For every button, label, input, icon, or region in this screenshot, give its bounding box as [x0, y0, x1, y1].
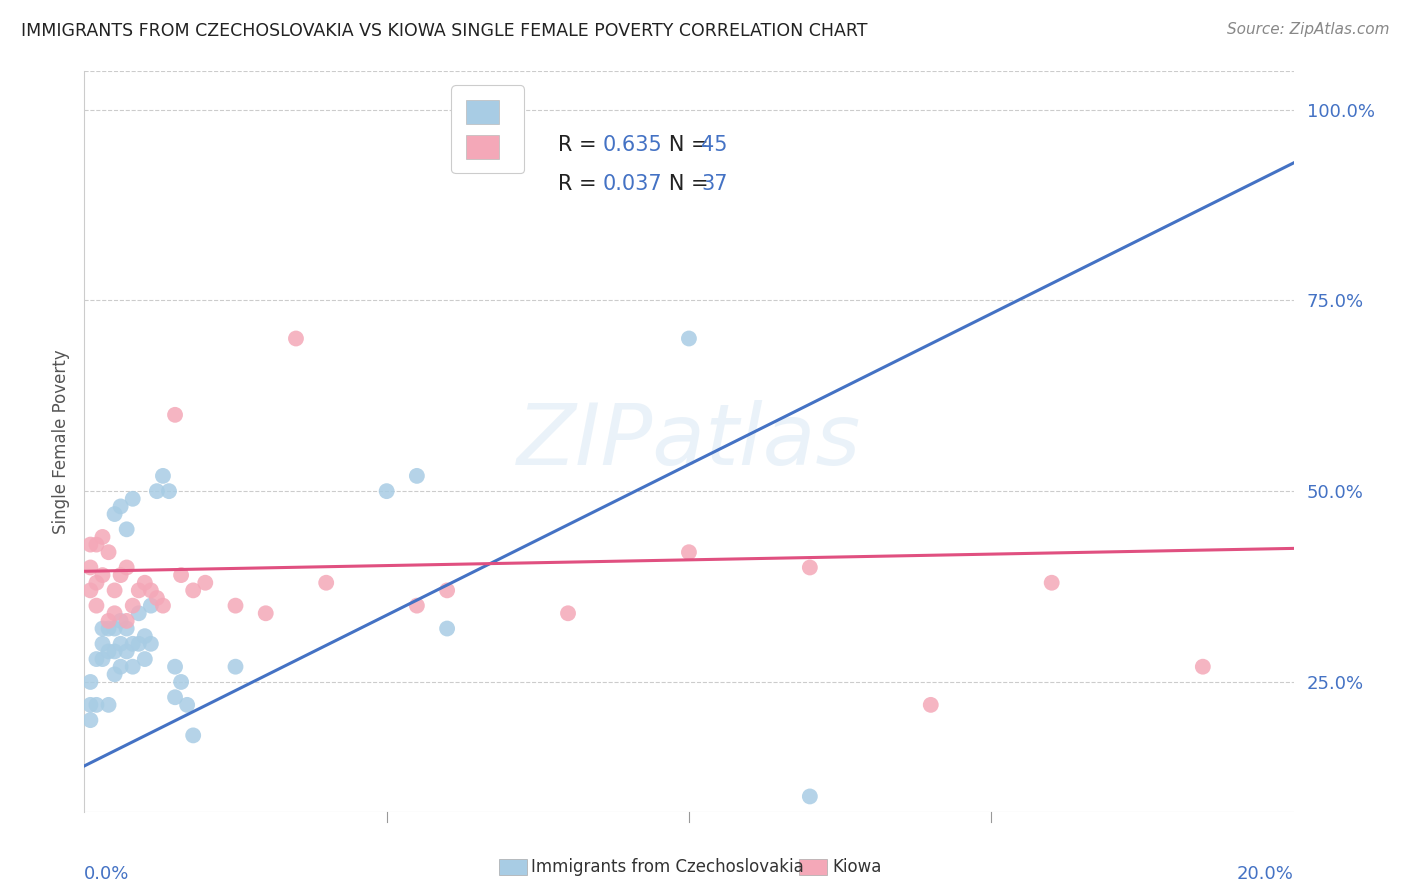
Point [121, 637, 143, 651]
Point [110, 614, 132, 628]
Point [86, 538, 108, 552]
Point [678, 331, 700, 345]
Text: R =: R = [558, 136, 603, 155]
Point [165, 408, 187, 422]
Point [97, 622, 120, 636]
Point [104, 622, 127, 636]
Legend: , : , [451, 86, 524, 173]
Point [128, 583, 150, 598]
Y-axis label: Single Female Poverty: Single Female Poverty [52, 350, 70, 533]
Point [799, 789, 821, 804]
Point [104, 644, 127, 658]
Point [139, 637, 162, 651]
Point [225, 599, 247, 613]
Point [181, 728, 204, 742]
Point [115, 522, 138, 536]
Point [91, 637, 114, 651]
Point [86, 652, 108, 666]
Point [110, 500, 132, 514]
Point [86, 599, 108, 613]
Point [194, 575, 217, 590]
Point [678, 545, 700, 559]
Point [115, 614, 138, 628]
Point [79, 538, 101, 552]
Point [91, 568, 114, 582]
Point [139, 583, 162, 598]
Point [79, 560, 101, 574]
Point [557, 607, 579, 621]
Point [146, 484, 169, 499]
Text: N =: N = [650, 174, 716, 194]
Point [157, 484, 180, 499]
Point [121, 491, 143, 506]
Point [91, 622, 114, 636]
Point [152, 469, 174, 483]
Point [165, 690, 187, 705]
Point [91, 652, 114, 666]
Point [1192, 659, 1215, 673]
Point [165, 659, 187, 673]
Point [176, 698, 198, 712]
Point [121, 659, 143, 673]
Point [97, 698, 120, 712]
Point [170, 568, 193, 582]
Point [91, 530, 114, 544]
Point [134, 652, 156, 666]
Point [146, 591, 169, 605]
Point [115, 644, 138, 658]
Text: 37: 37 [702, 174, 727, 194]
Point [436, 622, 458, 636]
Text: 0.635: 0.635 [603, 136, 662, 155]
Text: N =: N = [650, 136, 716, 155]
Point [104, 583, 127, 598]
Point [285, 331, 308, 345]
Point [110, 659, 132, 673]
Point [79, 675, 101, 690]
Text: 0.0%: 0.0% [84, 865, 129, 883]
Point [104, 507, 127, 521]
Point [1040, 575, 1063, 590]
Point [406, 469, 429, 483]
Text: Immigrants from Czechoslovakia: Immigrants from Czechoslovakia [531, 858, 804, 876]
Text: 0.037: 0.037 [603, 174, 662, 194]
Point [121, 599, 143, 613]
Point [110, 568, 132, 582]
Point [115, 560, 138, 574]
Point [254, 607, 277, 621]
Point [97, 545, 120, 559]
Point [79, 713, 101, 727]
Point [86, 698, 108, 712]
Point [920, 698, 942, 712]
Point [86, 575, 108, 590]
Point [799, 560, 821, 574]
Text: R =: R = [558, 174, 603, 194]
Point [170, 675, 193, 690]
Text: Source: ZipAtlas.com: Source: ZipAtlas.com [1226, 22, 1389, 37]
Point [436, 583, 458, 598]
Point [104, 667, 127, 681]
Point [134, 629, 156, 643]
Text: ZIPatlas: ZIPatlas [517, 400, 860, 483]
Point [128, 637, 150, 651]
Point [152, 599, 174, 613]
Point [375, 484, 398, 499]
Text: Kiowa: Kiowa [832, 858, 882, 876]
Text: 20.0%: 20.0% [1237, 865, 1294, 883]
Point [115, 622, 138, 636]
Point [79, 583, 101, 598]
Point [97, 644, 120, 658]
Point [225, 659, 247, 673]
Point [128, 607, 150, 621]
Point [110, 637, 132, 651]
Point [315, 575, 337, 590]
Point [139, 599, 162, 613]
Point [79, 698, 101, 712]
Text: IMMIGRANTS FROM CZECHOSLOVAKIA VS KIOWA SINGLE FEMALE POVERTY CORRELATION CHART: IMMIGRANTS FROM CZECHOSLOVAKIA VS KIOWA … [21, 22, 868, 40]
Point [104, 607, 127, 621]
Point [134, 575, 156, 590]
Point [406, 599, 429, 613]
Point [181, 583, 204, 598]
Point [97, 614, 120, 628]
Text: 45: 45 [702, 136, 727, 155]
